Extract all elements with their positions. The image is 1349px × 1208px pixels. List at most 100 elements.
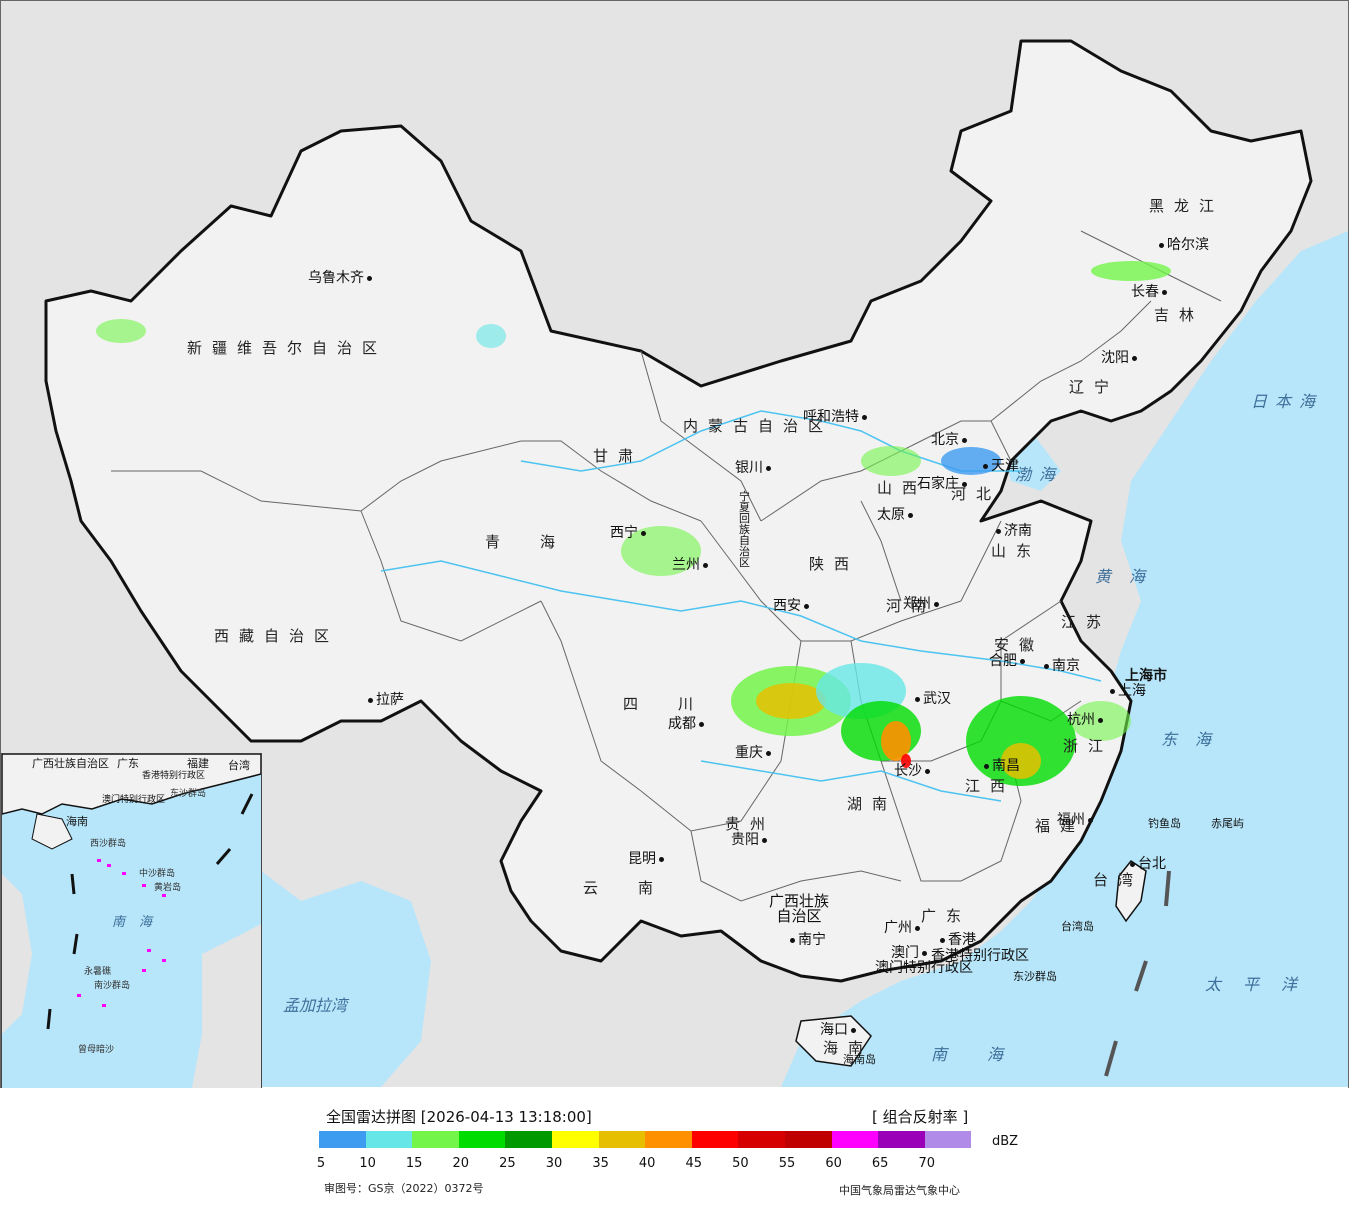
label-hongkong: 香港特别行政区 — [931, 948, 1029, 964]
city-fuzhou: 福州 — [1057, 813, 1096, 827]
scale-swatch — [319, 1131, 366, 1148]
scale-tick-label: 45 — [685, 1156, 703, 1171]
inset-label-hongkong: 香港特别行政区 — [142, 771, 206, 781]
inset-label-guangdong: 广东 — [117, 757, 139, 770]
inset-label-south-sea: 南海 — [112, 915, 167, 930]
scale-tick-label: 65 — [871, 1156, 889, 1171]
city-kunming: 昆明 — [628, 852, 667, 866]
city-shenyang: 沈阳 — [1101, 351, 1140, 365]
city-guangzhou: 广州 — [884, 921, 923, 935]
inset-basemap — [2, 754, 261, 1088]
color-scale-ticks: 5 10 15 20 25 30 35 40 45 50 55 60 65 70 — [316, 1156, 959, 1172]
city-wuhan: 武汉 — [912, 692, 951, 706]
color-scale-bar — [319, 1131, 972, 1148]
city-zhengzhou: 郑州 — [903, 597, 942, 611]
inset-label-dongsha: 东沙群岛 — [170, 789, 207, 799]
sea-south: 南海 — [931, 1045, 1044, 1064]
label-shanxi: 山西 — [877, 479, 928, 497]
inset-label-huangyan: 黄岩岛 — [154, 883, 182, 893]
city-jinan: 济南 — [993, 524, 1032, 538]
unit-label: dBZ — [992, 1134, 1019, 1149]
city-lhasa: 拉萨 — [365, 693, 404, 707]
label-hebei: 河北 — [951, 485, 1002, 503]
label-guizhou: 贵州 — [725, 815, 776, 833]
label-jilin: 吉林 — [1154, 306, 1205, 324]
scale-swatch — [924, 1131, 972, 1148]
city-nanchang: 南昌 — [981, 759, 1020, 773]
inset-label-nansha: 南沙群岛 — [94, 981, 131, 991]
inset-label-guangxi: 广西壮族自治区 — [32, 757, 109, 770]
city-guiyang: 贵阳 — [731, 833, 770, 847]
city-harbin: 哈尔滨 — [1156, 238, 1209, 252]
city-nanjing: 南京 — [1041, 659, 1080, 673]
scale-swatch — [458, 1131, 506, 1148]
city-xian: 西安 — [773, 599, 812, 613]
inset-label-fujian: 福建 — [187, 757, 209, 770]
scale-tick-label: 10 — [359, 1156, 376, 1171]
label-liaoning: 辽宁 — [1069, 378, 1120, 396]
island-chiwei: 赤尾屿 — [1211, 817, 1244, 830]
label-guangxi: 广西壮族自治区 — [768, 892, 829, 925]
scale-swatch — [738, 1131, 785, 1148]
scale-tick-label: 55 — [778, 1156, 796, 1171]
legend-title: 全国雷达拼图 [2026-04-13 13:18:00] — [326, 1108, 592, 1126]
label-anhui: 安徽 — [994, 636, 1045, 654]
label-fujian: 福建 — [1035, 817, 1086, 835]
inset-label-yongshu: 永暑礁 — [84, 967, 112, 977]
city-tianjin: 天津 — [980, 459, 1019, 473]
label-hunan: 湖南 — [847, 795, 898, 813]
boundary-dashes — [1104, 870, 1171, 1077]
label-macau: 澳门特别行政区 — [875, 960, 973, 976]
label-jiangxi: 江西 — [965, 777, 1016, 795]
south-china-sea-inset: 广西壮族自治区 广东 福建 台湾 海南 香港特别行政区 澳门特别行政区 东沙群岛… — [1, 753, 262, 1089]
city-taipei: 台北 — [1127, 857, 1166, 871]
city-yinchuan: 银川 — [735, 461, 774, 475]
scale-tick-label: 30 — [545, 1156, 563, 1171]
review-number: 审图号：GS京（2022）0372号 — [324, 1182, 484, 1195]
scale-tick-label: 50 — [732, 1156, 749, 1171]
scale-tick-label: 20 — [452, 1156, 470, 1171]
scale-swatch — [365, 1131, 413, 1148]
label-yunnan: 云南 — [583, 879, 694, 897]
city-beijing: 北京 — [931, 433, 970, 447]
sea-east: 东海 — [1161, 730, 1230, 749]
city-hangzhou: 杭州 — [1067, 713, 1106, 727]
city-haikou: 海口 — [820, 1023, 859, 1037]
scale-tick-label: 35 — [592, 1156, 609, 1171]
label-taiwan: 台湾 — [1093, 871, 1144, 889]
island-taiwan: 台湾岛 — [1061, 920, 1094, 933]
city-taiyuan: 太原 — [877, 508, 916, 522]
sea-yellow: 黄海 — [1095, 567, 1164, 586]
scale-swatch — [598, 1131, 646, 1148]
china-basemap — [44, 39, 1348, 1087]
taiwan-island — [1115, 859, 1147, 923]
city-lanzhou: 兰州 — [672, 558, 711, 572]
city-changchun: 长春 — [1131, 285, 1170, 299]
label-gansu: 甘肃 — [593, 447, 644, 465]
legend-panel: 全国雷达拼图 [2026-04-13 13:18:00] [ 组合反射率 ] 5… — [0, 1088, 1349, 1208]
inset-label-macau: 澳门特别行政区 — [102, 795, 166, 805]
city-shijiazhuang: 石家庄 — [917, 477, 970, 491]
label-neimenggu: 内蒙古自治区 — [683, 417, 834, 435]
inset-label-zhongsha: 中沙群岛 — [139, 869, 176, 879]
island-hainan: 海南岛 — [843, 1053, 876, 1066]
product-label: [ 组合反射率 ] — [872, 1108, 969, 1126]
city-chongqing: 重庆 — [735, 746, 774, 760]
scale-swatch — [645, 1131, 692, 1148]
east-sea-area — [781, 231, 1348, 1087]
label-qinghai: 青海 — [485, 533, 596, 551]
city-hongkong: 香港 — [937, 933, 976, 947]
rivers — [380, 410, 1102, 802]
bay-of-bengal — [261, 871, 431, 1087]
inset-label-zengmu: 曾母暗沙 — [78, 1045, 115, 1055]
scale-swatch — [831, 1131, 879, 1148]
scale-tick-label: 40 — [638, 1156, 656, 1171]
inset-label-hainan: 海南 — [66, 815, 88, 828]
inset-label-taiwan: 台湾 — [228, 759, 250, 772]
label-heilongjiang: 黑龙江 — [1149, 197, 1225, 215]
inset-label-xisha: 西沙群岛 — [90, 839, 127, 849]
label-xinjiang: 新疆维吾尔自治区 — [187, 339, 388, 357]
scale-tick-label: 5 — [316, 1156, 326, 1171]
city-hohhot: 呼和浩特 — [803, 410, 870, 424]
label-hainan: 海南 — [823, 1039, 874, 1057]
